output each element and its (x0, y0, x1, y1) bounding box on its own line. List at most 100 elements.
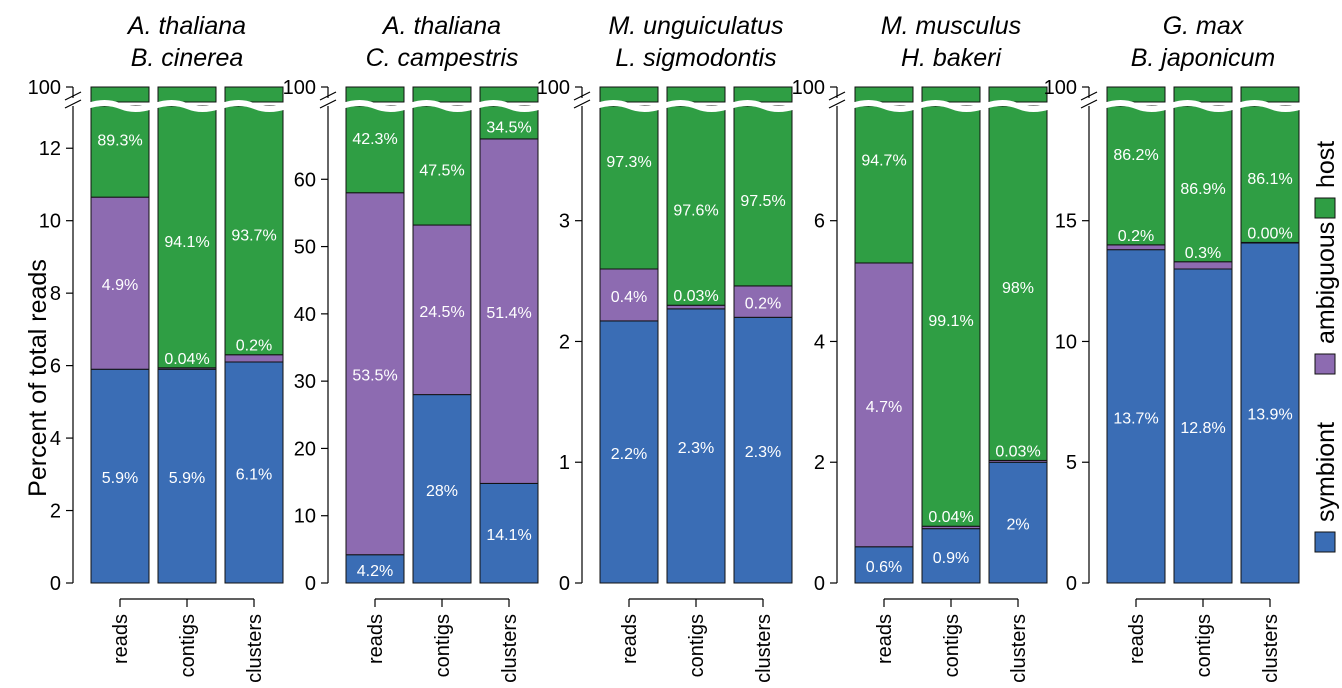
x-tick-label: reads (619, 614, 641, 664)
data-label-ambiguous: 4.9% (102, 277, 138, 294)
y-tick-label: 5 (1066, 452, 1077, 474)
panel-4: M. musculus H. bakeri 0 2 4 6 100 94.7% 4.7% 0.6%… (792, 12, 1051, 683)
legend-label-ambiguous: ambiguous (1312, 222, 1340, 344)
data-label-symbiont: 12.8% (1180, 420, 1225, 437)
bar-segment-host-cap (224, 86, 284, 103)
bar-break-gap (221, 100, 287, 112)
data-label-host: 86.9% (1180, 181, 1225, 198)
bar-segment-symbiont (412, 394, 472, 584)
panel-1: A. thaliana B. cinerea 0 2 4 6 8 10 12 100 89.3% 4.… (28, 12, 287, 683)
y-tick-label: 15 (1055, 211, 1077, 233)
data-label-host: 47.5% (419, 163, 464, 180)
bar-break-gap (476, 100, 542, 112)
data-label-host: 97.5% (740, 193, 785, 210)
bar-break-gap (87, 100, 153, 112)
panel-title-line-1: M. unguiculatus (608, 12, 783, 40)
data-label-host: 93.7% (231, 227, 276, 244)
panel-title-line-2: H. bakeri (901, 44, 1002, 72)
y-tick-label: 0 (305, 573, 316, 595)
bar-reads: 97.3% 0.4% 2.2% (596, 86, 662, 584)
y-tick-label: 0 (50, 573, 61, 595)
legend-swatch-ambiguous (1314, 353, 1336, 375)
bar-segment-host-cap (157, 86, 217, 103)
y-tick-label-top: 100 (1044, 77, 1077, 99)
x-tick-label: reads (110, 614, 132, 664)
bar-segment-host-cap (345, 86, 405, 103)
bar-segment-ambiguous (479, 138, 539, 484)
data-label-ambiguous: 0.2% (236, 338, 272, 355)
y-tick-label-top: 100 (283, 77, 316, 99)
axis-break-mark (64, 91, 82, 101)
y-tick-label: 6 (814, 211, 825, 233)
data-label-symbiont: 2.3% (678, 440, 714, 457)
y-tick-label: 30 (294, 371, 316, 393)
bar-segment-host (1240, 105, 1300, 243)
bar-clusters: 93.7% 0.2% 6.1% (221, 86, 287, 584)
data-label-host: 98% (1002, 280, 1034, 297)
data-label-ambiguous: 24.5% (419, 304, 464, 321)
bar-break-gap (342, 100, 408, 112)
panel-title-line-2: C. campestris (366, 44, 519, 72)
panel-2: A. thaliana C. campestris 0 10 20 30 40 50 60 100… (283, 12, 542, 683)
panel-title-line-1: A. thaliana (126, 12, 246, 40)
data-label-ambiguous: 4.7% (866, 399, 902, 416)
bar-segment-symbiont (1240, 241, 1300, 584)
panel-5: G. max B. japonicum 0 5 10 15 100 86.2% 0.2% 13.7… (1044, 12, 1303, 683)
x-tick-label: clusters (244, 614, 266, 683)
bar-segment-host (854, 105, 914, 264)
panel-title-line-2: B. cinerea (131, 44, 244, 72)
data-label-symbiont: 4.2% (357, 563, 393, 580)
data-label-symbiont: 2.3% (745, 444, 781, 461)
y-tick-label-top: 100 (537, 77, 570, 99)
data-label-ambiguous: 0.04% (928, 509, 973, 526)
bar-segment-host-cap (854, 86, 914, 103)
bar-break-gap (1170, 100, 1236, 112)
axis-break-mark (573, 99, 591, 109)
x-tick-label: contigs (177, 614, 199, 677)
legend-item-ambiguous: ambiguous (1312, 222, 1340, 375)
bar-break-gap (851, 100, 917, 112)
bar-segment-host-cap (1240, 86, 1300, 103)
axis-break-mark (1080, 99, 1098, 109)
y-tick-label: 1 (559, 452, 570, 474)
bar-segment-host (412, 105, 472, 226)
y-tick-label-top: 100 (28, 77, 61, 99)
data-label-symbiont: 0.6% (866, 559, 902, 576)
bar-clusters: 97.5% 0.2% 2.3% (730, 86, 796, 584)
data-label-ambiguous: 53.5% (352, 368, 397, 385)
bar-segment-host (733, 105, 793, 287)
bar-segment-host (666, 105, 726, 306)
y-tick-label: 2 (559, 331, 570, 353)
data-label-symbiont: 6.1% (236, 466, 272, 483)
bar-clusters: 98% 0.03% 2% (985, 86, 1051, 584)
axis-break-mark (828, 91, 846, 101)
bar-segment-host-cap (733, 86, 793, 103)
y-tick-label: 2 (814, 452, 825, 474)
data-label-host: 42.3% (352, 131, 397, 148)
panel-3: M. unguiculatus L. sigmodontis 0 1 2 3 100 97.3… (537, 12, 796, 683)
bar-segment-symbiont (733, 316, 793, 584)
axis-break-mark (1080, 91, 1098, 101)
x-tick-label: contigs (432, 614, 454, 677)
x-tick-label: reads (365, 614, 387, 664)
data-label-host: 97.6% (673, 203, 718, 220)
bar-segment-host-cap (1106, 86, 1166, 103)
bar-break-gap (918, 100, 984, 112)
bar-segment-host-cap (412, 86, 472, 103)
bar-segment-host (988, 105, 1048, 461)
x-tick-label: contigs (941, 614, 963, 677)
data-label-symbiont: 13.9% (1247, 407, 1292, 424)
data-label-host: 97.3% (606, 154, 651, 171)
bar-clusters: 86.1% 0.00% 13.9% (1237, 86, 1303, 584)
y-tick-label: 4 (50, 428, 61, 450)
panel-title-line-1: M. musculus (881, 12, 1021, 40)
y-tick-label: 50 (294, 237, 316, 259)
bar-segment-ambiguous (599, 268, 659, 322)
y-tick-label: 4 (814, 331, 825, 353)
x-tick-label: contigs (686, 614, 708, 677)
data-label-symbiont: 13.7% (1113, 410, 1158, 427)
y-tick-label: 20 (294, 438, 316, 460)
bar-segment-symbiont (1173, 268, 1233, 584)
bar-segment-ambiguous (345, 192, 405, 556)
